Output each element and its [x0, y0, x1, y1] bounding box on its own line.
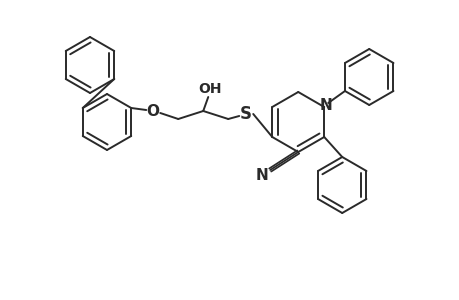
Text: N: N	[255, 167, 268, 182]
Text: O: O	[146, 103, 159, 118]
Text: N: N	[319, 98, 332, 112]
Text: OH: OH	[198, 82, 222, 96]
Text: S: S	[240, 105, 252, 123]
